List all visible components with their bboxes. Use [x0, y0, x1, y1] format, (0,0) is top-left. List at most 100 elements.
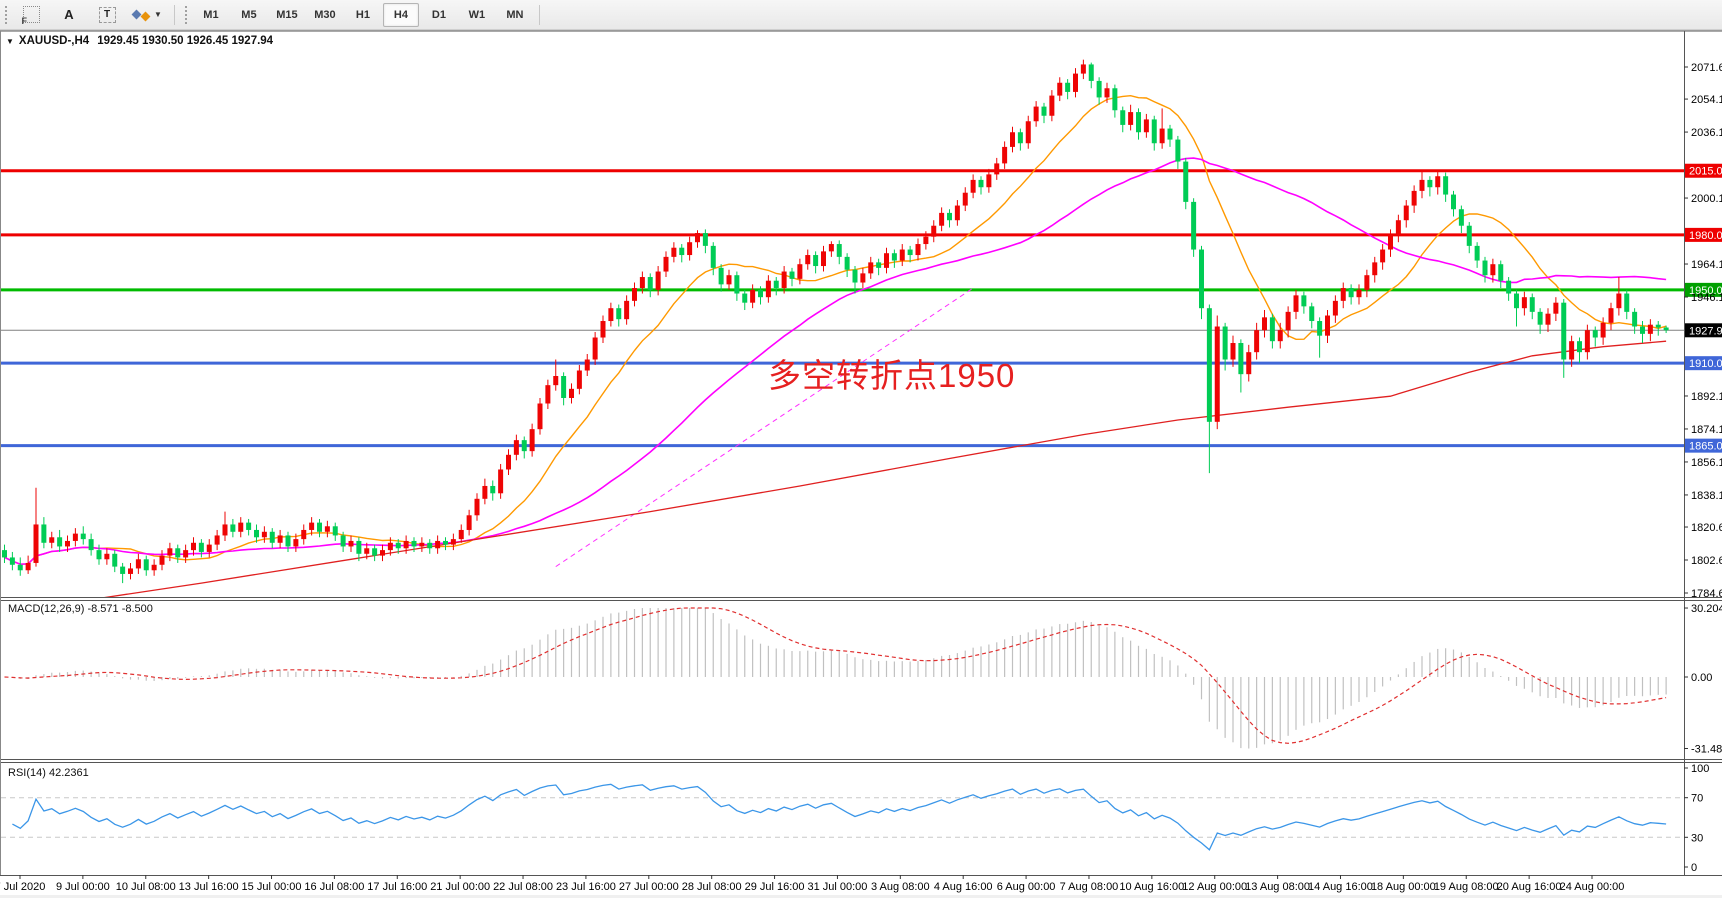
text-box-tool-button[interactable]: T [89, 3, 125, 27]
svg-text:1865.00: 1865.00 [1689, 441, 1722, 453]
svg-text:1950.00: 1950.00 [1689, 285, 1722, 297]
time-axis-label: 7 Jul 2020 [0, 881, 45, 893]
time-axis-label: 21 Jul 00:00 [430, 881, 490, 893]
time-axis-label: 19 Aug 08:00 [1434, 881, 1499, 893]
shapes-tool-button[interactable]: ▼ [127, 3, 168, 27]
time-axis-label: 29 Jul 16:00 [745, 881, 805, 893]
time-axis-label: 14 Aug 16:00 [1308, 881, 1373, 893]
price-axis-label: 1892.10 [1691, 391, 1722, 403]
price-axis-label: 1964.10 [1691, 259, 1722, 271]
time-axis-label: 18 Aug 00:00 [1371, 881, 1436, 893]
price-axis-label: 2036.10 [1691, 127, 1722, 139]
time-axis-label: 13 Aug 08:00 [1245, 881, 1310, 893]
macd-axis-label: 30.204 [1691, 603, 1722, 615]
chart-canvas[interactable]: 2015.00 1980.00 1950.00 1927.94 1910.00 1865.… [0, 31, 1722, 895]
candlestick-series [2, 59, 1669, 584]
toolbar: F A T ▼ M1 M5 M15 M30 H1 H4 D1 W1 MN [0, 0, 1722, 30]
price-tag-2015.00: 2015.00 [1685, 163, 1722, 178]
timeframe-button-w1[interactable]: W1 [468, 8, 486, 21]
time-axis-label: 17 Jul 16:00 [367, 881, 427, 893]
price-axis-label: 1784.60 [1691, 588, 1722, 600]
price-tag-1927.94: 1927.94 [1685, 323, 1722, 338]
price-tag-1910.00: 1910.00 [1685, 356, 1722, 371]
rsi-indicator-label: RSI(14) 42.2361 [8, 767, 89, 779]
timeframe-drag-handle[interactable] [183, 4, 188, 25]
time-axis-label: 12 Aug 00:00 [1182, 881, 1247, 893]
time-axis-label: 22 Jul 08:00 [493, 881, 553, 893]
chart-window[interactable]: ▼ XAUUSD-,H4 1929.45 1930.50 1926.45 1927.… [0, 30, 1722, 895]
rsi-line [12, 783, 1667, 851]
chart-annotation-text: 多空转折点1950 [768, 357, 1016, 394]
macd-histogram [11, 608, 1667, 749]
price-axis-label: 1802.60 [1691, 555, 1722, 567]
price-axis-label: 1838.10 [1691, 490, 1722, 502]
rsi-axis-label: 70 [1691, 793, 1703, 805]
svg-text:1910.00: 1910.00 [1689, 358, 1722, 370]
timeframe-button-h1[interactable]: H1 [355, 8, 370, 21]
price-tag-1980.00: 1980.00 [1685, 227, 1722, 242]
time-axis-label: 10 Jul 08:00 [116, 881, 176, 893]
timeframe-button-m30[interactable]: M30 [314, 8, 336, 21]
timeframe-button-m5[interactable]: M5 [241, 8, 257, 21]
timeframe-button-d1[interactable]: D1 [431, 8, 446, 21]
price-axis-label: 1820.60 [1691, 522, 1722, 534]
svg-text:1980.00: 1980.00 [1689, 230, 1722, 242]
ma-slow-line [104, 340, 1667, 597]
time-axis-label: 23 Jul 16:00 [556, 881, 616, 893]
symbol-line: ▼ XAUUSD-,H4 1929.45 1930.50 1926.45 1927.… [6, 35, 273, 47]
text-label-icon: A [64, 7, 74, 22]
shapes-icon [131, 9, 152, 22]
price-axis-label: 2000.10 [1691, 193, 1722, 205]
rsi-axis-label: 0 [1691, 862, 1697, 874]
text-label-tool-button[interactable]: A [51, 3, 87, 27]
timeframe-group: M1 M5 M15 M30 H1 H4 D1 W1 MN [192, 2, 534, 27]
timeframe-button-m15[interactable]: M15 [276, 8, 298, 21]
rsi-axis-label: 30 [1691, 832, 1703, 844]
trendline[interactable] [555, 287, 974, 568]
time-axis-label: 10 Aug 16:00 [1119, 881, 1184, 893]
time-axis-label: 27 Jul 00:00 [619, 881, 679, 893]
time-axis-label: 20 Aug 16:00 [1497, 881, 1562, 893]
time-axis-label: 15 Jul 00:00 [242, 881, 302, 893]
chevron-down-icon: ▼ [154, 10, 162, 19]
price-tag-1865.00: 1865.00 [1685, 438, 1722, 453]
time-axis-label: 6 Aug 00:00 [997, 881, 1056, 893]
symbol-title: XAUUSD-,H4 [18, 35, 90, 47]
macd-axis-label: 0.00 [1691, 672, 1712, 684]
toolbar-separator [538, 4, 540, 25]
svg-text:2015.00: 2015.00 [1689, 166, 1722, 178]
toolbar-separator [173, 4, 175, 25]
rsi-axis-label: 100 [1691, 763, 1709, 775]
time-axis-label: 13 Jul 16:00 [179, 881, 239, 893]
time-axis-label: 9 Jul 00:00 [56, 881, 110, 893]
price-tag-1950.00: 1950.00 [1685, 282, 1722, 297]
time-axis-label: 24 Aug 00:00 [1560, 881, 1625, 893]
timeframe-button-m1[interactable]: M1 [203, 8, 219, 21]
time-axis-label: 16 Jul 08:00 [304, 881, 364, 893]
ohlc-quotes: 1929.45 1930.50 1926.45 1927.94 [97, 35, 274, 47]
time-axis-label: 7 Aug 08:00 [1060, 881, 1119, 893]
chart-shift-icon: F [22, 6, 40, 26]
price-axis-label: 2054.10 [1691, 94, 1722, 106]
svg-text:1927.94: 1927.94 [1689, 325, 1722, 337]
macd-axis-label: -31.482 [1691, 743, 1722, 755]
price-axis-label: 1874.10 [1691, 424, 1722, 436]
timeframe-button-h4[interactable]: H4 [382, 2, 419, 27]
price-axis-label: 1946.10 [1691, 292, 1722, 304]
time-axis-label: 28 Jul 08:00 [682, 881, 742, 893]
horizontal-level-lines: 2015.00 1980.00 1950.00 1927.94 1910.00 1865.… [1, 163, 1722, 453]
price-axis[interactable]: 2071.60 2054.10 2036.10 2000.10 1964.10 1946.… [1684, 62, 1722, 874]
chart-shift-tool-button[interactable]: F [13, 3, 49, 27]
macd-indicator-label: MACD(12,26,9) -8.571 -8.500 [8, 603, 153, 615]
macd-signal-line [4, 607, 1667, 744]
price-axis-label: 1856.10 [1691, 457, 1722, 469]
time-axis-label: 31 Jul 00:00 [807, 881, 867, 893]
price-axis-label: 2071.60 [1691, 62, 1722, 74]
text-box-icon: T [98, 6, 116, 23]
timeframe-button-mn[interactable]: MN [506, 8, 524, 21]
toolbar-drag-handle[interactable] [4, 4, 8, 25]
time-axis-label: 3 Aug 08:00 [871, 881, 930, 893]
symbol-dropdown-icon[interactable]: ▼ [6, 37, 14, 46]
